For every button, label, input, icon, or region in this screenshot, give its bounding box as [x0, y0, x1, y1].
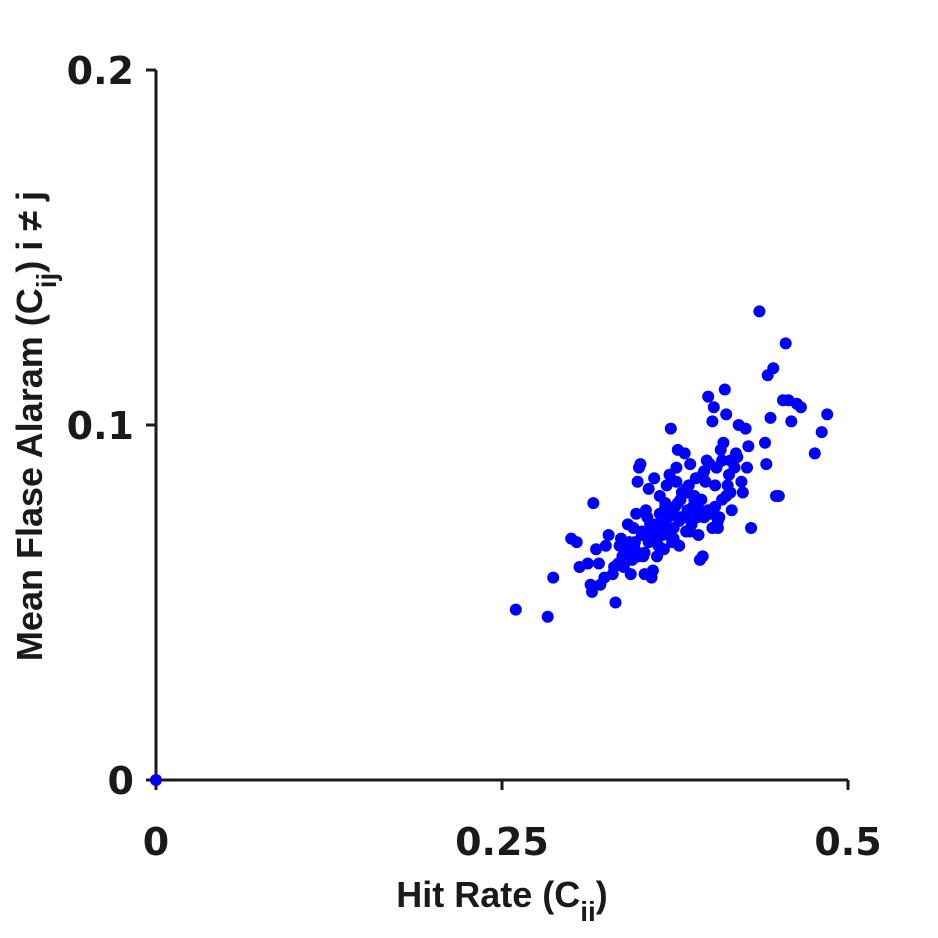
scatter-point: [150, 774, 162, 786]
x-tick-label: 0: [143, 820, 169, 864]
x-axis-title-suffix: ): [596, 874, 608, 915]
scatter-point: [570, 536, 583, 549]
scatter-point: [716, 454, 729, 467]
y-axis-title-suffix: ) i ≠ j: [9, 191, 50, 273]
x-axis-ticks: 0 0.25 0.5: [143, 780, 882, 864]
scatter-point: [684, 458, 697, 471]
scatter-point: [717, 436, 730, 449]
scatter-point: [707, 401, 720, 414]
y-axis-ticks: 0 0.1 0.2: [67, 49, 156, 803]
scatter-point: [624, 568, 637, 581]
scatter-point: [767, 362, 780, 375]
scatter-point: [709, 479, 722, 492]
x-axis-title: Hit Rate (Cii): [396, 874, 608, 927]
scatter-point: [779, 337, 792, 350]
scatter-point: [547, 571, 560, 584]
y-tick-label: 0: [108, 759, 134, 803]
scatter-point: [678, 447, 691, 460]
scatter-point: [753, 305, 766, 318]
scatter-point: [671, 497, 684, 510]
scatter-point: [729, 447, 742, 460]
scatter-point: [808, 447, 821, 460]
scatter-point: [631, 475, 644, 488]
scatter-point: [646, 564, 659, 577]
scatter-point: [630, 507, 643, 520]
scatter-point: [684, 525, 697, 538]
scatter-point: [599, 539, 612, 552]
scatter-point: [764, 411, 777, 424]
scatter-point: [685, 514, 698, 527]
scatter-point: [663, 529, 676, 541]
scatter-point: [590, 543, 603, 556]
y-tick-label: 0.2: [67, 49, 134, 93]
scatter-point: [742, 440, 755, 453]
scatter-point: [706, 415, 719, 428]
scatter-point: [794, 401, 807, 414]
scatter-point: [541, 610, 554, 623]
scatter-point: [619, 539, 632, 552]
scatter-point: [608, 561, 621, 573]
scatter-point: [772, 490, 785, 502]
scatter-point: [706, 522, 719, 534]
scatter-point: [664, 422, 677, 435]
y-axis-title: Mean Flase Alaram (Cij) i ≠ j: [9, 191, 62, 661]
scatter-point: [509, 603, 522, 616]
scatter-point: [670, 461, 683, 474]
x-axis-title-main: Hit Rate (C: [396, 874, 580, 915]
scatter-point: [642, 482, 655, 495]
scatter-point: [587, 497, 600, 510]
scatter-point: [702, 390, 715, 403]
scatter-point: [634, 458, 647, 471]
scatter-point: [759, 436, 771, 449]
scatter-point: [680, 482, 693, 495]
scatter-point: [815, 426, 828, 439]
scatter-point: [696, 550, 709, 563]
scatter-point: [581, 557, 594, 570]
scatter-point: [657, 543, 670, 556]
scatter-point: [602, 529, 615, 541]
scatter-point: [725, 504, 738, 517]
y-axis-title-subscript: ij: [31, 273, 62, 289]
scatter-point: [688, 493, 701, 506]
scatter-point: [720, 408, 733, 421]
scatter-point: [696, 468, 709, 481]
x-tick-label: 0.5: [814, 820, 881, 864]
scatter-point: [741, 461, 753, 474]
scatter-point: [586, 585, 598, 598]
scatter-point: [709, 500, 722, 513]
scatter-point: [718, 383, 731, 396]
scatter-point: [724, 486, 737, 499]
scatter-point: [785, 415, 798, 428]
scatter-point: [660, 479, 673, 492]
scatter-point: [673, 514, 686, 527]
scatter-point: [728, 461, 741, 474]
scatter-point: [592, 557, 605, 570]
scatter-point: [670, 475, 683, 488]
y-tick-label: 0.1: [67, 404, 134, 448]
scatter-point: [760, 458, 773, 471]
scatter-point: [631, 550, 644, 563]
scatter-point: [736, 486, 749, 499]
scatter-point: [648, 472, 661, 485]
x-tick-label: 0.25: [455, 820, 549, 864]
y-axis-title-main: Mean Flase Alaram (C: [9, 288, 50, 661]
x-axis-title-subscript: ii: [580, 896, 596, 927]
scatter-point: [651, 525, 663, 538]
scatter-points: [150, 305, 834, 786]
scatter-point: [745, 522, 758, 534]
scatter-point: [821, 408, 834, 421]
scatter-point: [653, 507, 666, 520]
scatter-point: [628, 536, 641, 549]
scatter-point: [735, 475, 748, 488]
scatter-point: [609, 596, 622, 609]
scatter-point: [664, 507, 677, 520]
scatter-point: [739, 422, 752, 435]
